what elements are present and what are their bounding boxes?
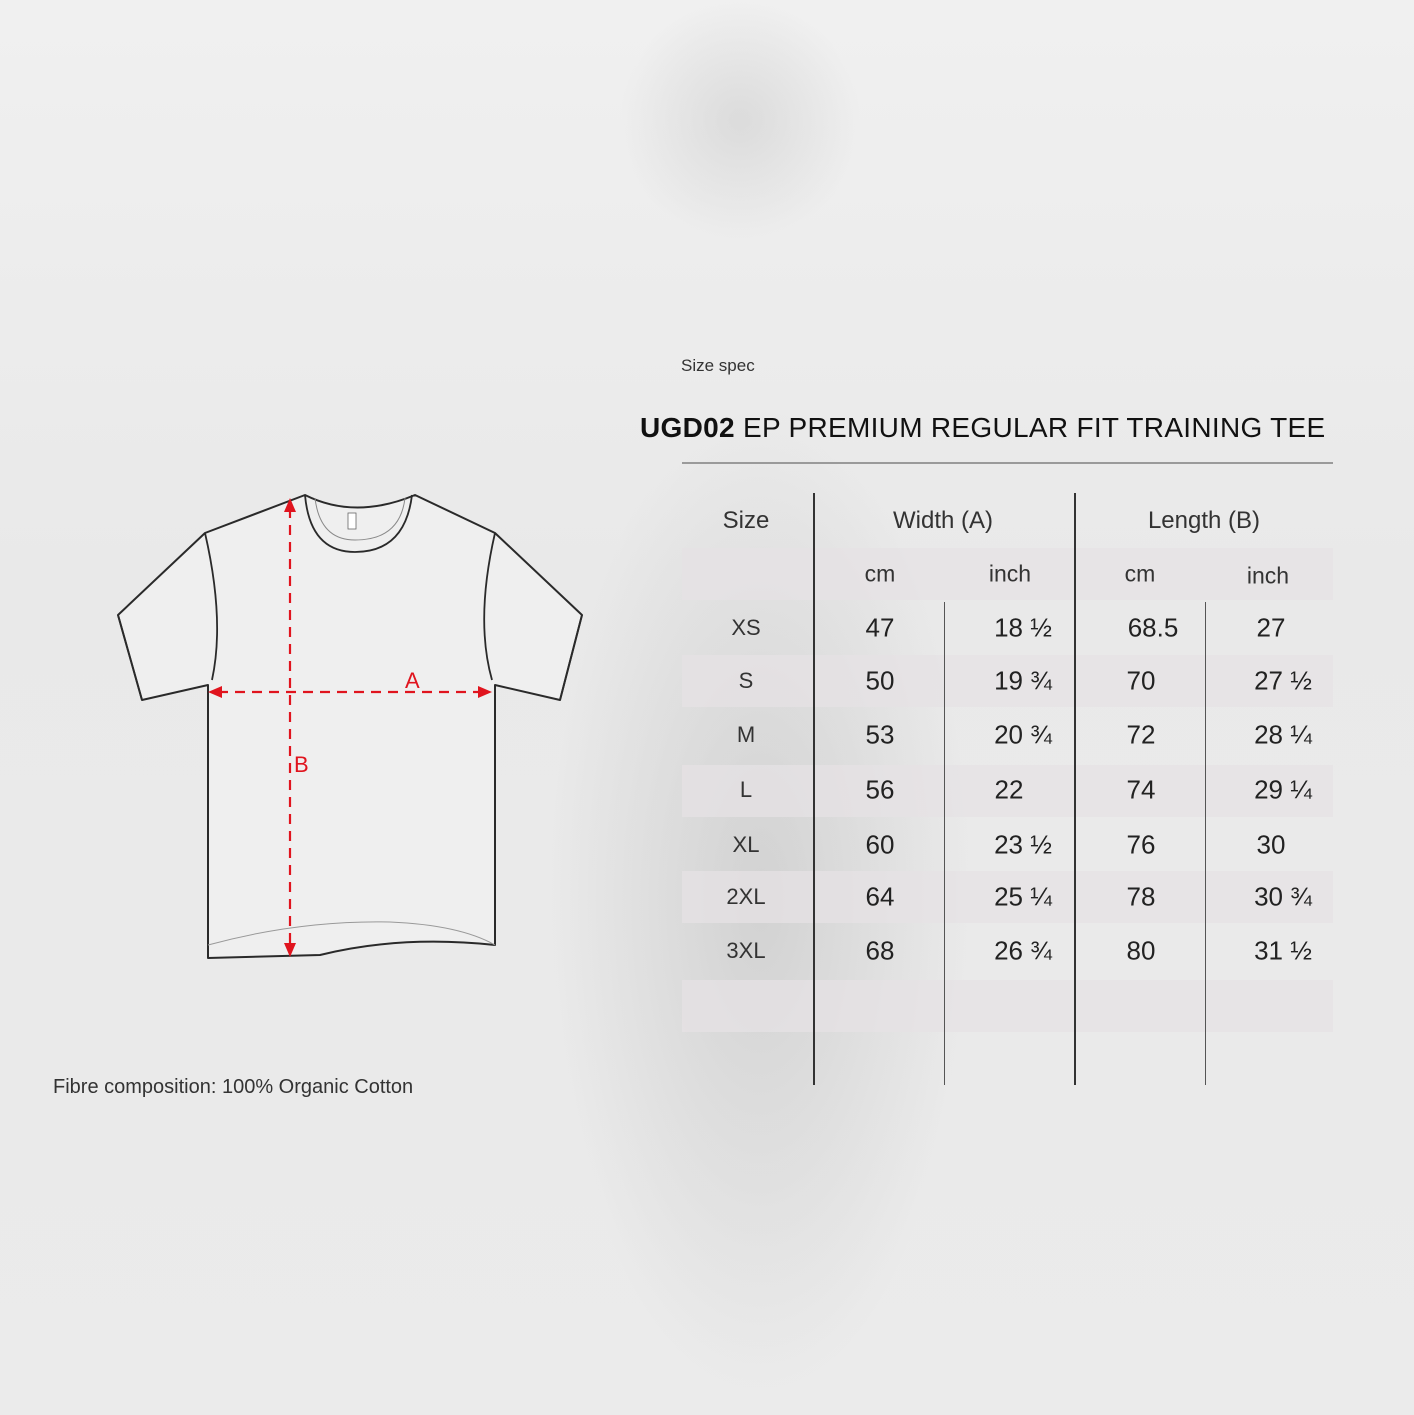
cell-length-cm: 76 [1126,829,1156,860]
title-divider [682,462,1333,464]
column-divider [1074,493,1076,1085]
row-band [682,655,1333,707]
cell-length-inch: 27 ½ [1254,665,1312,696]
product-title: UGD02 EP PREMIUM REGULAR FIT TRAINING TE… [640,412,1326,444]
column-divider [944,602,945,1085]
header-size: Size [722,507,770,534]
header-length: Length (B) [1147,507,1261,534]
cell-width-inch: 20 ¾ [994,719,1052,750]
cell-length-cm: 68.5 [1127,612,1179,643]
row-band [682,765,1333,817]
tshirt-diagram: A B [117,494,583,959]
arrow-right-icon [478,686,492,698]
cell-size: XS [731,615,761,640]
cell-width-cm: 60 [865,829,895,860]
arrow-down-icon [284,943,296,957]
unit-length-inch: inch [1246,562,1290,589]
cell-length-inch: 28 ¼ [1254,719,1312,750]
arrow-left-icon [208,686,222,698]
cell-size: S [738,668,754,693]
size-spec-label: Size spec [681,356,755,375]
cell-width-inch: 25 ¼ [994,881,1052,912]
column-divider [1205,602,1206,1085]
width-marker: A [405,668,420,693]
cell-size: 3XL [726,938,766,963]
cell-length-cm: 80 [1126,935,1156,966]
row-band [682,980,1333,1032]
cell-length-inch: 29 ¼ [1254,774,1312,805]
cell-width-inch: 19 ¾ [994,665,1052,696]
cell-width-cm: 68 [865,935,895,966]
product-code: UGD02 [640,412,735,443]
unit-length-cm: cm [1124,560,1156,587]
unit-width-cm: cm [864,560,896,587]
cell-length-inch: 30 ¾ [1254,881,1312,912]
cell-width-inch: 23 ½ [994,829,1052,860]
cell-width-cm: 47 [865,612,895,643]
units-row-band [682,548,1333,600]
length-marker: B [294,752,309,777]
cell-width-inch: 22 [994,774,1024,805]
cell-width-cm: 56 [865,774,895,805]
cell-size: L [739,777,753,802]
cell-length-cm: 78 [1126,881,1156,912]
cell-length-cm: 74 [1126,774,1156,805]
label-tag-icon [347,512,357,530]
cell-length-cm: 72 [1126,719,1156,750]
cell-width-cm: 50 [865,665,895,696]
cell-size: 2XL [726,884,766,909]
arrow-up-icon [284,498,296,512]
cell-length-inch: 31 ½ [1254,935,1312,966]
cell-width-inch: 18 ½ [994,612,1052,643]
product-name: EP PREMIUM REGULAR FIT TRAINING TEE [742,412,1326,443]
header-width: Width (A) [892,507,994,534]
fibre-composition: Fibre composition: 100% Organic Cotton [53,1076,414,1098]
cell-length-cm: 70 [1126,665,1156,696]
cell-length-inch: 30 [1256,829,1286,860]
cell-width-cm: 64 [865,881,895,912]
cell-length-inch: 27 [1256,612,1286,643]
cell-size: M [736,722,756,747]
column-divider [813,493,815,1085]
cell-width-inch: 26 ¾ [994,935,1052,966]
cell-width-cm: 53 [865,719,895,750]
row-band [682,871,1333,923]
cell-size: XL [732,832,760,857]
unit-width-inch: inch [988,560,1032,587]
